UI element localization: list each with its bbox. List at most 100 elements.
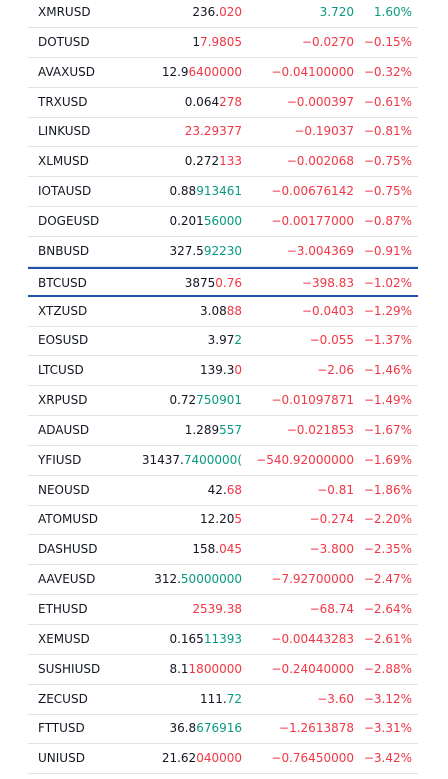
watchlist-row-uniusd[interactable]: UNIUSD 21.62040000 −0.76450000 −3.42%	[28, 744, 418, 775]
symbol-label: TRXUSD	[38, 94, 88, 109]
symbol-label: DASHUSD	[38, 542, 98, 557]
last-price: 3.0888	[200, 297, 242, 325]
change-percent: −3.42%	[363, 751, 412, 766]
symbol-label: FTTUSD	[38, 721, 85, 736]
change-percent: −1.29%	[363, 303, 412, 318]
change-percent: −0.87%	[363, 213, 412, 228]
change-percent: −0.75%	[363, 184, 412, 199]
watchlist-row-btcusd[interactable]: BTCUSD 38750.76 −398.83 −1.02%	[28, 266, 418, 297]
last-price-stable-digits: 31437.	[141, 452, 184, 467]
change-percent: −2.64%	[363, 602, 412, 616]
last-price-stable-digits: 0.88	[169, 184, 197, 199]
change-value: −0.021853	[286, 422, 354, 437]
change-value: −0.000397	[286, 94, 354, 109]
change-percent: 1.60%	[373, 5, 412, 19]
watchlist-row-dashusd[interactable]: DASHUSD 158.045 −3.800 −2.35%	[28, 535, 418, 566]
change-percent: −0.32%	[363, 64, 412, 79]
symbol-label: NEOUSD	[38, 482, 90, 497]
last-price-changed-digits: 7400000(	[183, 452, 242, 467]
watchlist-row-eosusd[interactable]: EOSUSD 3.972 −0.055 −1.37%	[28, 326, 418, 357]
watchlist-row-trxusd[interactable]: TRXUSD 0.064278 −0.000397 −0.61%	[28, 88, 418, 118]
change-percent: −2.35%	[363, 542, 412, 557]
last-price: 17.9805	[192, 28, 242, 56]
change-value: −0.002068	[286, 154, 354, 169]
last-price: 38750.76	[185, 269, 242, 297]
watchlist-row-zecusd[interactable]: ZECUSD 111.72 −3.60 −3.12%	[28, 685, 418, 715]
watchlist-row-yfiusd[interactable]: YFIUSD 31437.7400000(−540.92000000 −1.69%	[28, 446, 418, 476]
last-price: 42.68	[208, 476, 242, 504]
last-price-stable-digits: 236.	[192, 5, 220, 19]
symbol-label: YFIUSD	[38, 452, 82, 467]
change-value: −2.06	[317, 363, 354, 378]
last-price: 0.064278	[185, 88, 242, 116]
change-percent: −1.69%	[363, 452, 412, 467]
watchlist-row-iotausd[interactable]: IOTAUSD 0.88913461 −0.00676142 −0.75%	[28, 177, 418, 208]
last-price-stable-digits: 312.	[154, 572, 181, 587]
watchlist-row-aaveusd[interactable]: AAVEUSD 312.50000000 −7.92700000 −2.47%	[28, 565, 418, 596]
watchlist-row-ethusd[interactable]: ETHUSD 2539.38 −68.74 −2.64%	[28, 595, 418, 625]
watchlist-row-avaxusd[interactable]: AVAXUSD 12.96400000 −0.04100000 −0.32%	[28, 58, 418, 88]
last-price: 139.30	[200, 356, 242, 384]
symbol-label: XLMUSD	[38, 154, 89, 169]
watchlist-row-adausd[interactable]: ADAUSD 1.289557 −0.021853 −1.67%	[28, 416, 418, 446]
change-value: −398.83	[301, 275, 354, 290]
change-value: −0.19037	[294, 124, 354, 139]
change-percent: −0.81%	[363, 124, 412, 139]
watchlist-row-bnbusd[interactable]: BNBUSD 327.592230 −3.004369 −0.91%	[28, 237, 418, 267]
watchlist-row-atomusd[interactable]: ATOMUSD 12.205 −0.274 −2.20%	[28, 505, 418, 536]
watchlist-row-xmrusd[interactable]: XMRUSD 236.020 3.720 1.60%	[28, 0, 418, 28]
change-percent: −1.49%	[363, 393, 412, 408]
watchlist-row-neousd[interactable]: NEOUSD 42.68 −0.81 −1.86%	[28, 476, 418, 506]
last-price-stable-digits: 21.62	[161, 751, 197, 766]
change-value: −0.01097871	[271, 393, 354, 408]
change-value: 3.720	[319, 5, 354, 19]
last-price-stable-digits: 327.5	[169, 243, 204, 258]
watchlist-row-sushiusd[interactable]: SUSHIUSD 8.11800000 −0.24040000 −2.88%	[28, 655, 418, 685]
last-price-stable-digits: 42.	[207, 482, 227, 497]
last-price-changed-digits: 68	[226, 482, 242, 497]
watchlist-row-xrpusd[interactable]: XRPUSD 0.72750901 −0.01097871 −1.49%	[28, 386, 418, 417]
last-price-changed-digits: 133	[219, 154, 242, 169]
last-price-changed-digits: 676916	[196, 721, 242, 736]
last-price: 0.16511393	[169, 625, 242, 653]
change-value: −1.2613878	[279, 721, 354, 736]
last-price-changed-digits: 0	[234, 363, 242, 378]
watchlist-row-dogeusd[interactable]: DOGEUSD 0.20156000 −0.00177000 −0.87%	[28, 207, 418, 237]
symbol-label: IOTAUSD	[38, 184, 92, 199]
watchlist-row-xemusd[interactable]: XEMUSD 0.16511393 −0.00443283 −2.61%	[28, 625, 418, 655]
last-price: 312.50000000	[154, 565, 242, 593]
last-price-changed-digits: 045	[219, 542, 242, 557]
last-price-changed-digits: 278	[219, 94, 242, 109]
last-price-stable-digits: 1	[192, 34, 200, 49]
last-price-changed-digits: 557	[219, 422, 242, 437]
last-price-changed-digits: 2539.38	[192, 602, 242, 616]
last-price: 36.8676916	[169, 714, 242, 742]
last-price-changed-digits: 56000	[203, 213, 242, 228]
symbol-label: XTZUSD	[38, 303, 88, 318]
change-percent: −0.75%	[363, 154, 412, 169]
last-price: 31437.7400000(	[142, 446, 242, 474]
last-price-stable-digits: 139.3	[200, 363, 235, 378]
watchlist-row-linkusd[interactable]: LINKUSD 23.29377 −0.19037 −0.81%	[28, 117, 418, 148]
last-price-stable-digits: 1.289	[184, 422, 220, 437]
symbol-label: AAVEUSD	[38, 572, 96, 587]
last-price-changed-digits: 2	[234, 333, 242, 348]
change-percent: −1.37%	[363, 333, 412, 348]
last-price: 0.20156000	[169, 207, 242, 235]
last-price-changed-digits: 50000000	[180, 572, 242, 587]
change-percent: −3.31%	[363, 721, 412, 736]
watchlist-row-ltcusd[interactable]: LTCUSD 139.30 −2.06 −1.46%	[28, 356, 418, 387]
last-price: 23.29377	[185, 117, 242, 145]
change-value: −0.76450000	[271, 751, 354, 766]
last-price: 111.72	[200, 685, 242, 713]
watchlist-row-xlmusd[interactable]: XLMUSD 0.272133 −0.002068 −0.75%	[28, 147, 418, 178]
change-value: −0.81	[317, 482, 354, 497]
last-price-changed-digits: 23.29377	[184, 124, 242, 139]
change-value: −0.04100000	[271, 64, 354, 79]
watchlist-row-xtzusd[interactable]: XTZUSD 3.0888 −0.0403 −1.29%	[28, 297, 418, 327]
watchlist-row-dotusd[interactable]: DOTUSD 17.9805 −0.0270 −0.15%	[28, 28, 418, 58]
symbol-label: XEMUSD	[38, 631, 90, 646]
change-percent: −2.20%	[363, 512, 412, 527]
watchlist-row-fttusd[interactable]: FTTUSD 36.8676916 −1.2613878 −3.31%	[28, 714, 418, 745]
last-price-stable-digits: 0.72	[169, 393, 197, 408]
